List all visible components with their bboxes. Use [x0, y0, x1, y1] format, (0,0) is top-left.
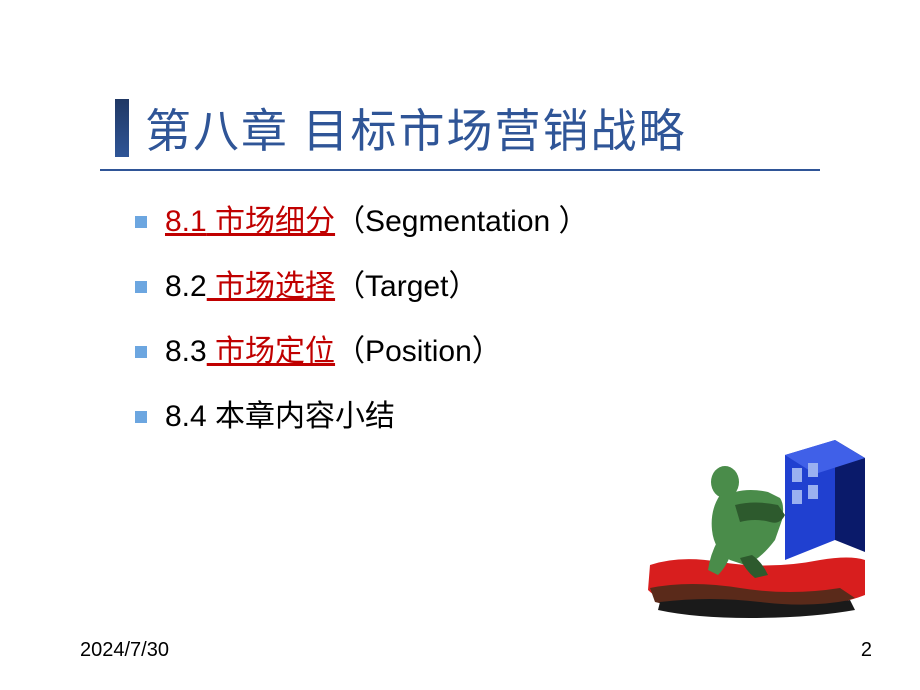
- list-item: 8.3 市场定位（Position）: [135, 329, 920, 374]
- bullet-icon: [135, 346, 147, 358]
- bullet-icon: [135, 281, 147, 293]
- item-number: 8.3: [165, 335, 207, 368]
- item-paren: （Segmentation ）: [335, 205, 588, 238]
- clipart-illustration: [640, 410, 870, 620]
- footer-date: 2024/7/30: [80, 639, 169, 662]
- slide: 第八章 目标市场营销战略 8.1 市场细分（Segmentation ） 8.2…: [0, 0, 920, 690]
- item-number: 8.2: [165, 270, 207, 303]
- item-link[interactable]: 市场选择: [207, 270, 335, 303]
- bullet-icon: [135, 411, 147, 423]
- item-text: 本章内容小结: [207, 400, 395, 433]
- item-paren: （Target）: [335, 270, 478, 303]
- bullet-icon: [135, 216, 147, 228]
- title-accent-bar: [115, 99, 129, 157]
- figure-icon: [708, 466, 785, 578]
- slide-title: 第八章 目标市场营销战略: [145, 95, 687, 161]
- building-icon: [785, 440, 865, 560]
- content-list: 8.1 市场细分（Segmentation ） 8.2 市场选择（Target）…: [0, 171, 920, 439]
- title-row: 第八章 目标市场营销战略: [0, 0, 920, 161]
- item-number: 8.4: [165, 400, 207, 433]
- list-item: 8.2 市场选择（Target）: [135, 264, 920, 309]
- item-paren: （Position）: [335, 335, 502, 368]
- item-link[interactable]: 市场细分: [207, 205, 335, 238]
- item-link[interactable]: 市场定位: [207, 335, 335, 368]
- list-item: 8.1 市场细分（Segmentation ）: [135, 199, 920, 244]
- item-number[interactable]: 8.1: [165, 205, 207, 238]
- footer-page-number: 2: [861, 639, 872, 662]
